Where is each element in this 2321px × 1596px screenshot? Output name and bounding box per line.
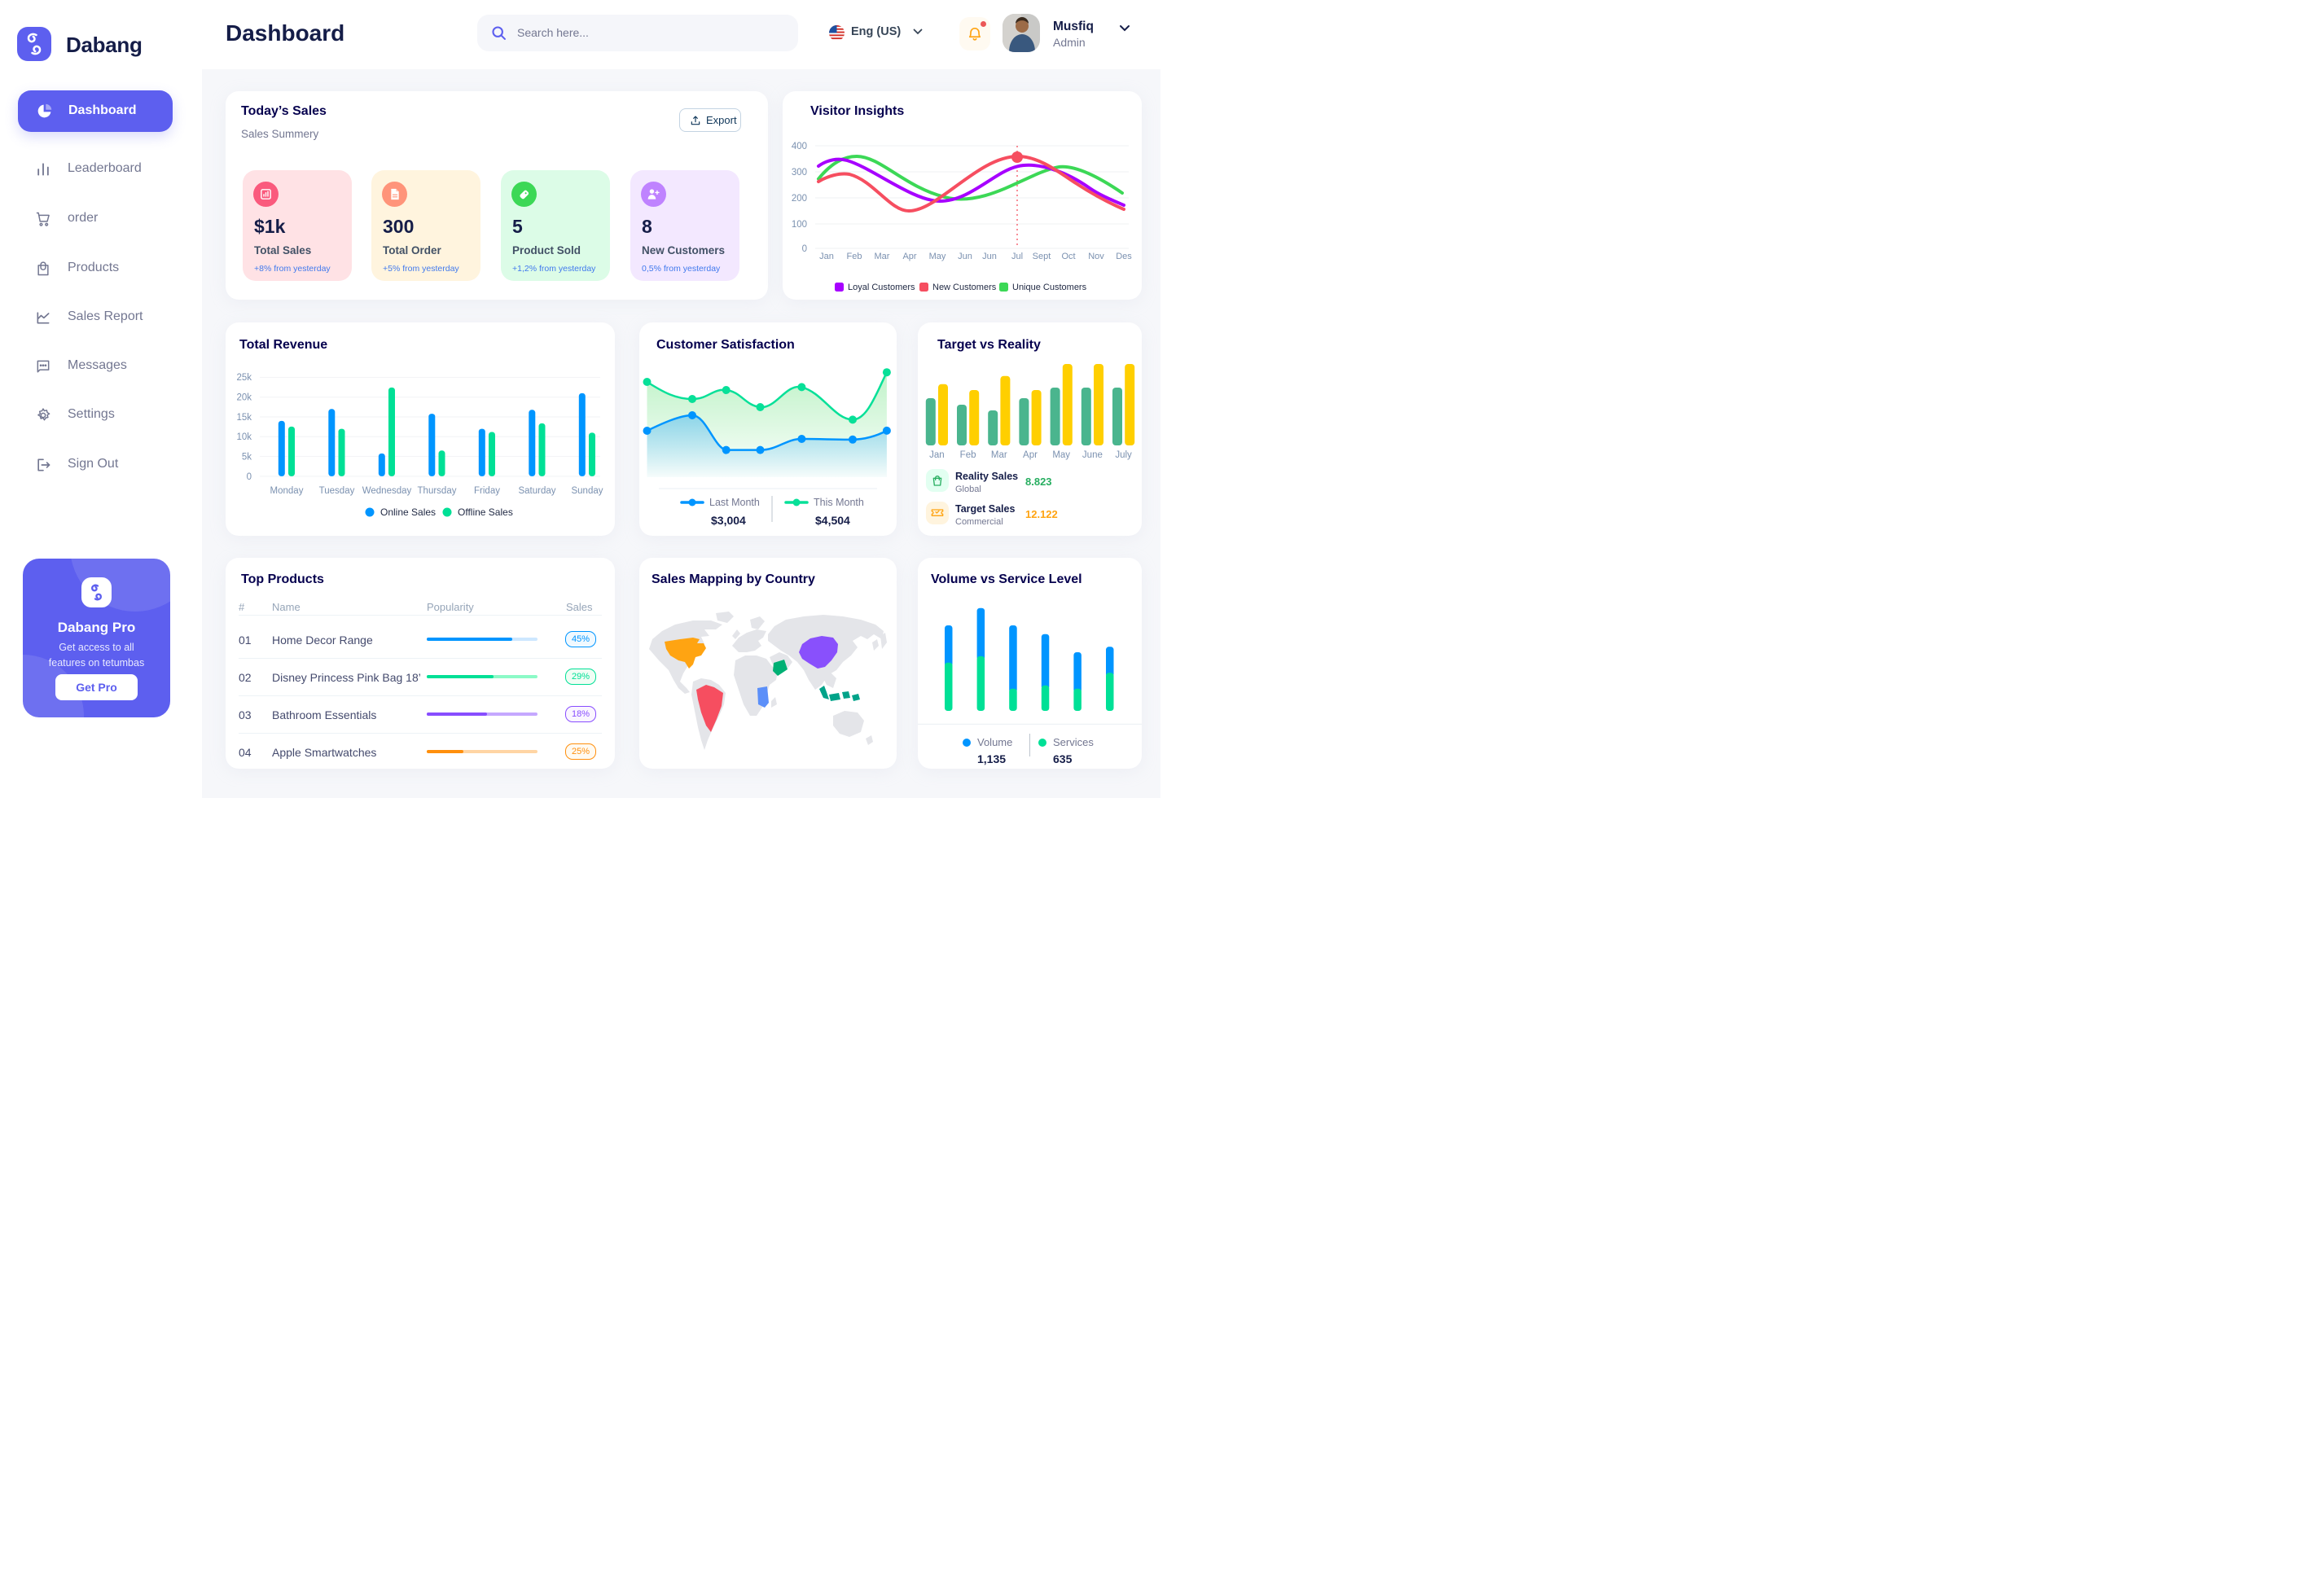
svg-text:Unique Customers: Unique Customers [1012, 283, 1087, 292]
svg-text:June: June [1082, 450, 1103, 460]
svg-text:Services: Services [1053, 736, 1094, 748]
svg-text:This Month: This Month [814, 497, 864, 508]
svg-text:Jun: Jun [982, 252, 997, 261]
svg-text:Jun: Jun [958, 252, 972, 261]
svg-text:Monday: Monday [270, 486, 304, 496]
svg-text:Wednesday: Wednesday [362, 486, 412, 496]
svg-text:Saturday: Saturday [518, 486, 555, 496]
svg-text:Sept: Sept [1033, 252, 1051, 261]
svg-text:Tuesday: Tuesday [319, 486, 355, 496]
svg-text:Volume: Volume [977, 736, 1012, 748]
svg-text:Thursday: Thursday [418, 486, 457, 496]
svg-text:Oct: Oct [1061, 252, 1075, 261]
svg-text:Online Sales: Online Sales [380, 506, 436, 518]
svg-text:Last Month: Last Month [709, 497, 760, 508]
svg-text:300: 300 [792, 168, 807, 178]
svg-text:Jul: Jul [1011, 252, 1023, 261]
svg-text:Mar: Mar [991, 450, 1007, 460]
svg-text:Jan: Jan [929, 450, 945, 460]
svg-text:Sunday: Sunday [571, 486, 603, 496]
svg-text:200: 200 [792, 194, 807, 204]
svg-text:Des: Des [1116, 252, 1132, 261]
svg-text:25k: 25k [236, 373, 252, 383]
svg-text:100: 100 [792, 220, 807, 230]
svg-text:Apr: Apr [902, 252, 916, 261]
svg-text:Friday: Friday [474, 486, 500, 496]
svg-text:$4,504: $4,504 [815, 514, 850, 527]
svg-text:20k: 20k [236, 393, 252, 403]
svg-text:635: 635 [1053, 752, 1073, 765]
svg-text:Jan: Jan [819, 252, 834, 261]
svg-text:15k: 15k [236, 413, 252, 423]
svg-text:0: 0 [247, 472, 252, 482]
svg-text:July: July [1115, 450, 1132, 460]
svg-text:May: May [929, 252, 946, 261]
svg-text:400: 400 [792, 142, 807, 151]
svg-text:Nov: Nov [1088, 252, 1104, 261]
svg-text:Mar: Mar [875, 252, 890, 261]
svg-text:1,135: 1,135 [977, 752, 1006, 765]
svg-text:Apr: Apr [1023, 450, 1038, 460]
svg-text:New Customers: New Customers [932, 283, 997, 292]
svg-text:Offline Sales: Offline Sales [458, 506, 513, 518]
svg-text:Feb: Feb [847, 252, 862, 261]
svg-text:10k: 10k [236, 432, 252, 442]
svg-text:5k: 5k [242, 453, 252, 463]
svg-text:Feb: Feb [960, 450, 976, 460]
svg-text:May: May [1052, 450, 1070, 460]
svg-text:$3,004: $3,004 [711, 514, 746, 527]
svg-text:0: 0 [802, 244, 807, 254]
svg-text:Loyal Customers: Loyal Customers [848, 283, 915, 292]
